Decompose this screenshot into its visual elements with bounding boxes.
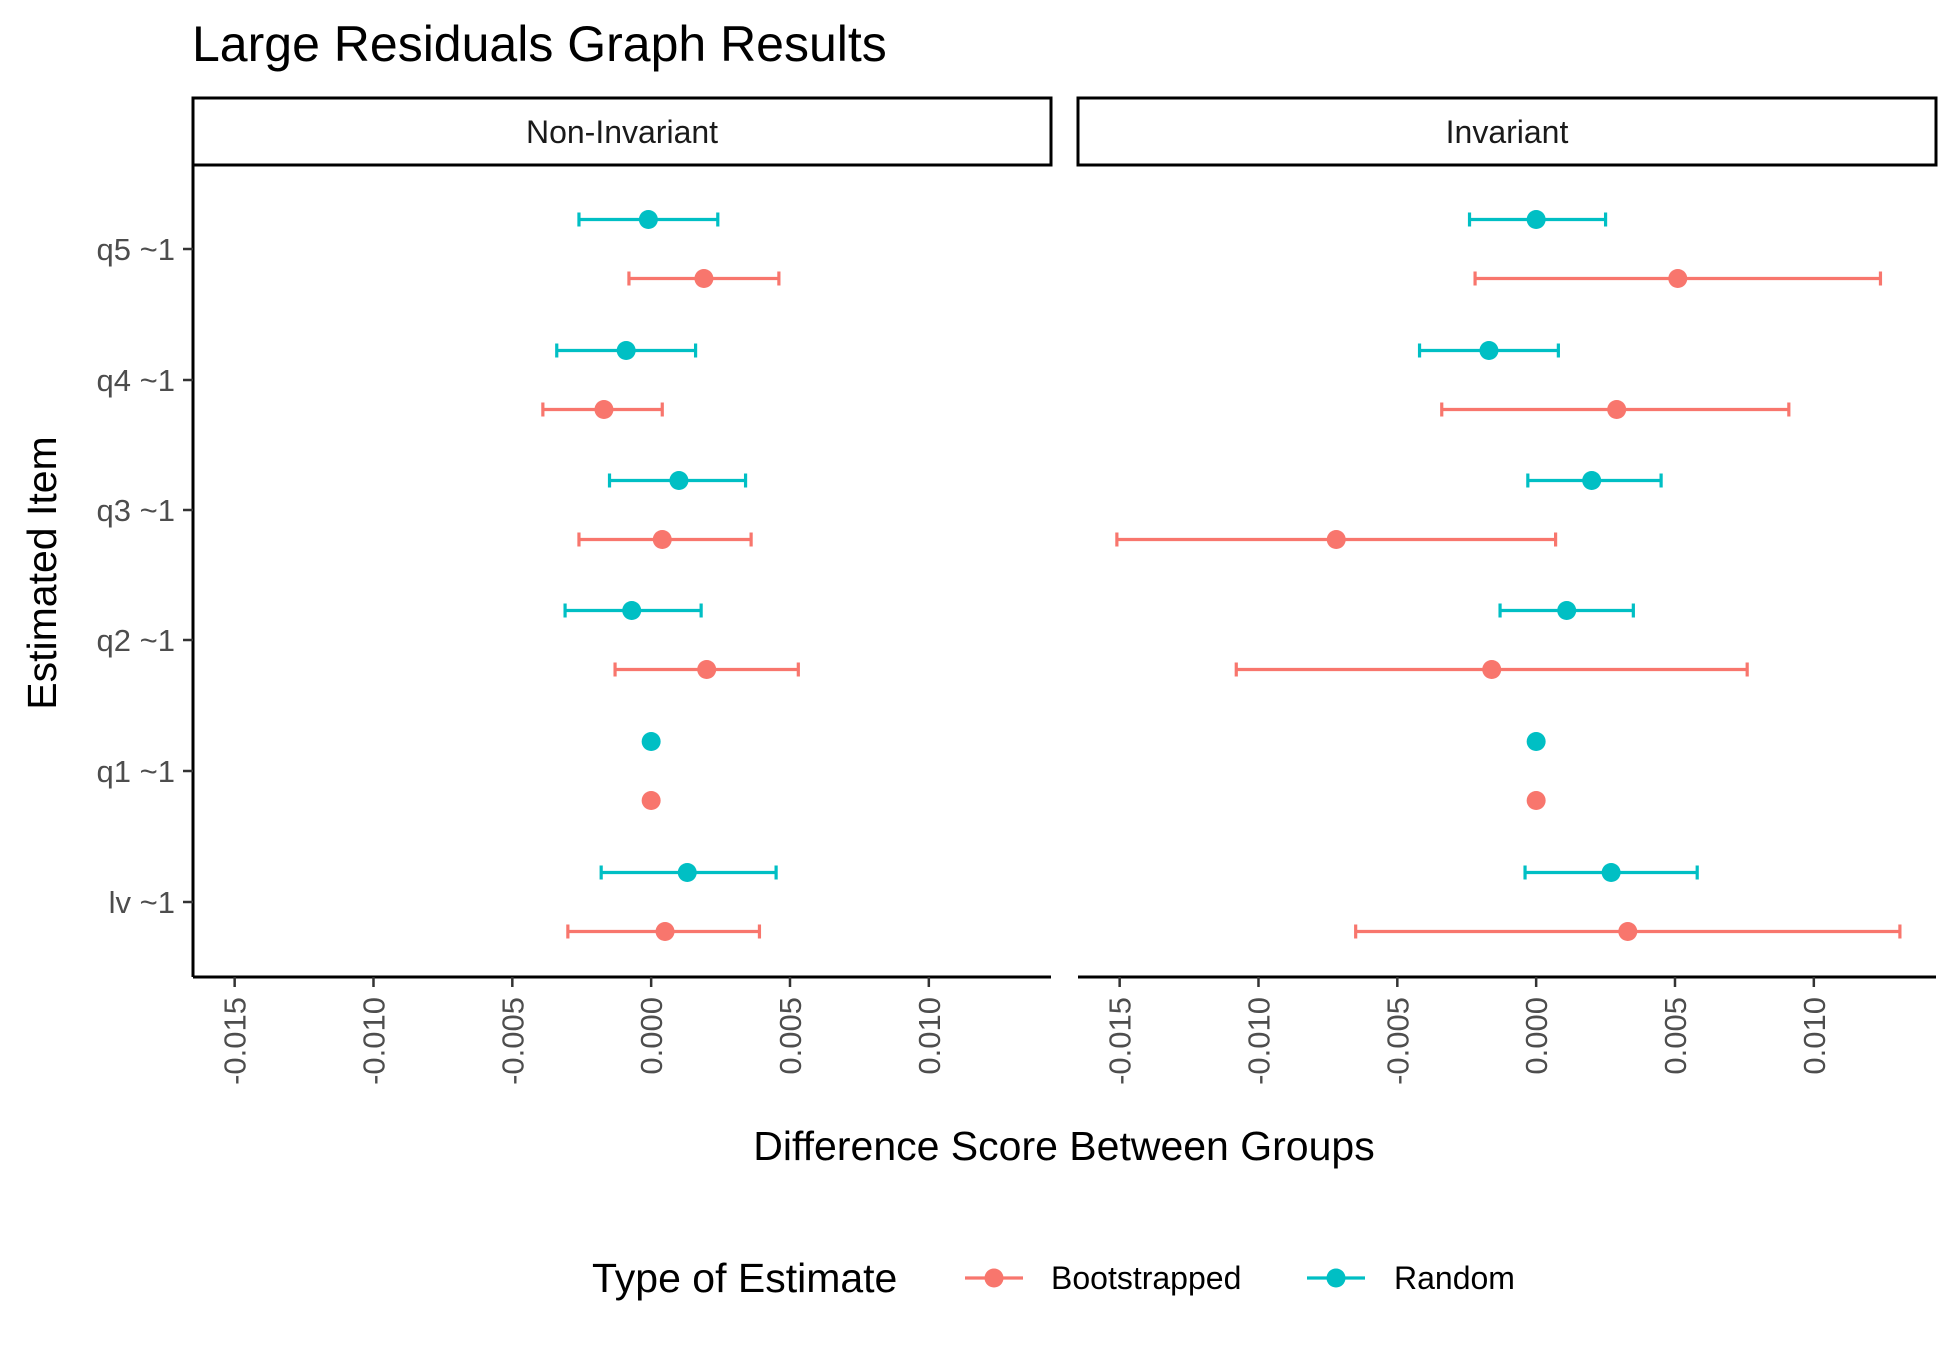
x-tick-label: -0.005 [1380,997,1415,1085]
data-point [616,341,636,360]
y-axis: q5 ~1 q4 ~1 q3 ~1 q2 ~1 q1 ~1 lv ~1 [97,165,195,977]
y-tick-label: lv ~1 [109,885,175,920]
data-point [1557,601,1577,620]
x-axis-title: Difference Score Between Groups [753,1123,1374,1169]
panel-1: Non-Invariant -0.015 -0.010 -0.005 0.000 0.00… [191,96,1053,1085]
series-random [1417,210,1699,882]
data-point [694,269,714,288]
x-tick-label: -0.015 [1103,997,1138,1085]
legend-title: Type of Estimate [592,1255,897,1301]
data-point [1668,269,1688,288]
panel-strip [191,96,1053,167]
x-tick-label: -0.015 [218,997,253,1085]
panels: Non-Invariant -0.015 -0.010 -0.005 0.000 0.00… [191,96,1938,1085]
data-point [1479,341,1499,360]
data-point [1326,530,1346,549]
x-tick-label: -0.005 [495,997,530,1085]
data-point [594,400,614,419]
y-tick-label: q5 ~1 [97,232,175,267]
legend: Type of Estimate Bootstrapped Random [592,1255,1515,1301]
x-tick-label: 0.010 [912,997,947,1075]
data-point [1601,863,1621,882]
series-random [555,210,778,882]
data-point [622,601,642,620]
data-point [652,530,672,549]
data-point [641,732,661,751]
y-axis-title: Estimated Item [19,436,65,709]
y-tick-label: q1 ~1 [97,754,175,789]
data-point [669,471,689,490]
x-tick-label: 0.010 [1797,997,1832,1075]
data-point [1526,732,1546,751]
y-tick-label: q4 ~1 [97,363,175,398]
x-tick-label: 0.000 [634,997,669,1075]
chart-title: Large Residuals Graph Results [192,16,887,72]
data-point [1526,791,1546,810]
legend-key-point [984,1268,1004,1288]
series-bootstrapped [1115,269,1902,941]
panel-2: Invariant -0.015 -0.010 -0.005 0.000 0.005 0.0… [1076,96,1938,1085]
data-point [1618,922,1638,941]
data-point [1482,660,1502,679]
x-tick-label: 0.005 [773,997,808,1075]
series-bootstrapped [541,269,800,941]
x-tick-label: 0.005 [1658,997,1693,1075]
legend-label: Bootstrapped [1051,1260,1241,1296]
panel-strip-label: Invariant [1446,114,1569,150]
legend-entry-random: Random [1307,1260,1515,1296]
data-point [1607,400,1627,419]
data-point [1582,471,1602,490]
data-point [677,863,697,882]
y-tick-label: q2 ~1 [97,623,175,658]
data-point [697,660,717,679]
x-tick-label: 0.000 [1519,997,1554,1075]
x-tick-label: -0.010 [1241,997,1276,1085]
data-point [638,210,658,229]
legend-label: Random [1394,1260,1515,1296]
legend-entry-bootstrapped: Bootstrapped [965,1260,1241,1296]
data-point [655,922,675,941]
data-point [641,791,661,810]
data-point [1526,210,1546,229]
panel-strip-label: Non-Invariant [526,114,718,150]
panel-strip [1076,96,1938,167]
legend-entries: Bootstrapped Random [965,1260,1515,1296]
legend-key-point [1326,1268,1346,1288]
y-tick-label: q3 ~1 [97,493,175,528]
x-tick-label: -0.010 [356,997,391,1085]
